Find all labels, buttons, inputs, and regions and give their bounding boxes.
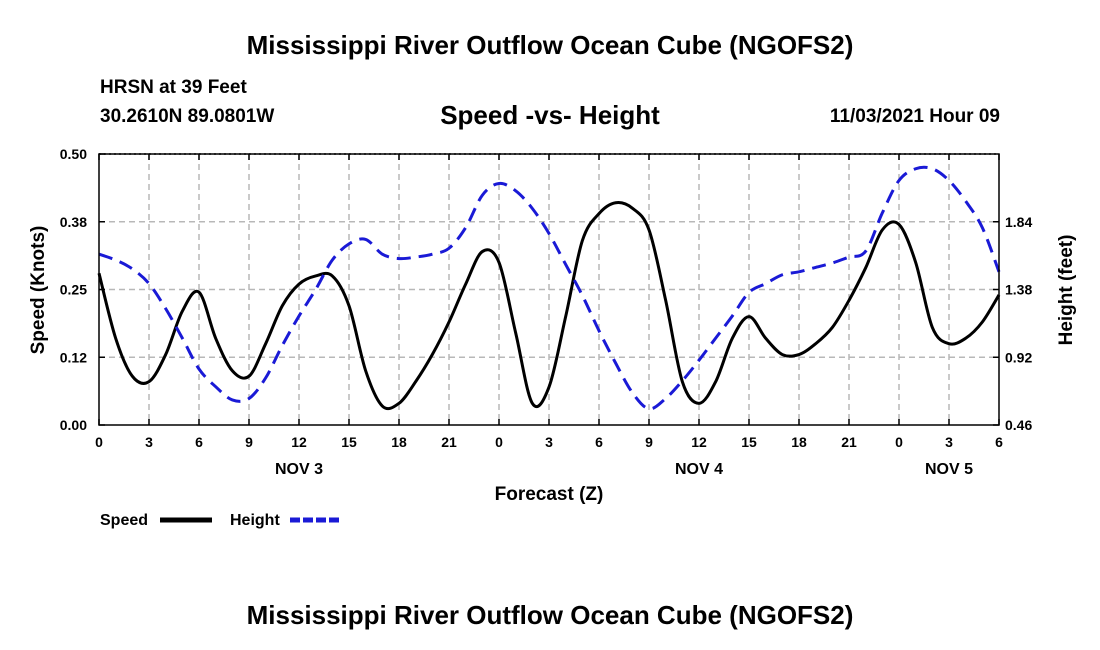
chart-main-title: Mississippi River Outflow Ocean Cube (NG…: [246, 30, 854, 60]
chart-subtitle: Speed -vs- Height: [440, 100, 660, 130]
x-tick-label: 21: [441, 434, 457, 450]
x-tick-label: 3: [545, 434, 553, 450]
x-tick-label: 3: [945, 434, 953, 450]
series-layer: [97, 165, 1001, 411]
station-label: HRSN at 39 Feet: [100, 77, 247, 98]
y2-tick-label: 0.46: [1005, 417, 1032, 433]
x-tick-label: 15: [741, 434, 757, 450]
x-tick-label: 3: [145, 434, 153, 450]
x-tick-label: 6: [595, 434, 603, 450]
x-tick-label: 0: [495, 434, 503, 450]
y-tick-label: 0.12: [60, 349, 87, 365]
coordinates-label: 30.2610N 89.0801W: [100, 106, 275, 127]
y-tick-label: 0.38: [60, 214, 87, 230]
x-tick-label: 15: [341, 434, 357, 450]
x-tick-label: 9: [645, 434, 653, 450]
speed-series-line: [97, 201, 1001, 411]
x-tick-label: 12: [691, 434, 707, 450]
day-label: NOV 4: [675, 461, 723, 478]
forecast-timestamp: 11/03/2021 Hour 09: [829, 106, 1000, 127]
y2-tick-label: 0.92: [1005, 349, 1032, 365]
x-tick-label: 6: [995, 434, 1003, 450]
x-tick-label: 6: [195, 434, 203, 450]
height-series-line: [98, 165, 1001, 411]
legend: Speed Height: [100, 512, 342, 529]
x-tick-label: 0: [95, 434, 103, 450]
day-label: NOV 3: [275, 461, 323, 478]
y2-tick-label: 1.38: [1005, 282, 1032, 298]
y2-tick-label: 1.84: [1005, 214, 1032, 230]
y-tick-label: 0.50: [60, 146, 87, 162]
x-tick-label: 21: [841, 434, 857, 450]
label-layer: Forecast (Z) Speed (Knots) Height (feet): [28, 226, 1077, 505]
grid-layer: [99, 154, 999, 425]
x-tick-label: 18: [391, 434, 407, 450]
y-tick-label: 0.00: [60, 417, 87, 433]
y-axis-label: Speed (Knots): [28, 226, 49, 355]
x-tick-label: 18: [791, 434, 807, 450]
tick-layer: 0 3 6 9 12 15 18 21 0 3 6 9 12 15 18 21 0 3 6 0.00 0.12 0.25 0…: [60, 146, 1033, 478]
legend-speed-label: Speed: [100, 512, 148, 529]
x-tick-label: 9: [245, 434, 253, 450]
x-axis-label: Forecast (Z): [495, 484, 604, 505]
y-tick-label: 0.25: [60, 282, 87, 298]
y2-axis-label: Height (feet): [1056, 235, 1077, 346]
day-label: NOV 5: [925, 461, 973, 478]
legend-height-label: Height: [230, 512, 280, 529]
x-tick-label: 12: [291, 434, 307, 450]
footer-title: Mississippi River Outflow Ocean Cube (NG…: [246, 600, 854, 630]
x-tick-label: 0: [895, 434, 903, 450]
